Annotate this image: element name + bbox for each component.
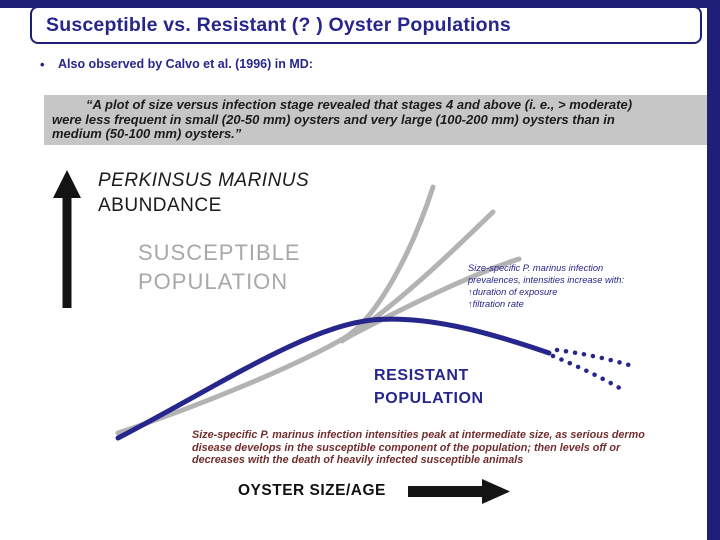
quote-box: “A plot of size versus infection stage r… [44,95,707,145]
top-border-strip [0,0,720,8]
susceptible-population-label: SUSCEPTIBLE POPULATION [138,238,301,296]
y-axis-arrow [53,170,81,308]
quote-text: “A plot of size versus infection stage r… [52,97,633,141]
y-axis-label-line2: ABUNDANCE [98,195,222,216]
resistant-label-line1: RESISTANT [374,367,469,384]
y-axis-label-line1: PERKINSUS MARINUS [98,170,310,191]
bullet-text: Also observed by Calvo et al. (1996) in … [58,57,313,71]
annotation-line-3: ↑duration of exposure [468,287,558,297]
resistant-population-label: RESISTANT POPULATION [374,364,484,410]
susceptible-label-line1: SUSCEPTIBLE [138,240,301,265]
resistant-curve-solid [115,316,552,441]
annotation-line-4: ↑filtration rate [468,299,524,309]
annotation-line-2: prevalences, intensities increase with: [468,275,625,285]
annotation-line-1: Size-specific P. marinus infection [468,263,604,273]
resistant-label-line2: POPULATION [374,390,484,407]
x-axis-label: OYSTER SIZE/AGE [238,482,386,499]
slide-title: Susceptible vs. Resistant (? ) Oyster Po… [46,13,511,36]
right-annotation: Size-specific P. marinus infection preva… [468,262,683,310]
susceptible-label-line2: POPULATION [138,269,289,294]
resistant-curve-dotted-upper [554,347,632,368]
title-box: Susceptible vs. Resistant (? ) Oyster Po… [30,6,702,44]
y-axis-label: PERKINSUS MARINUS ABUNDANCE [98,168,309,218]
bottom-caption: Size-specific P. marinus infection inten… [192,429,645,466]
x-axis-arrow [408,479,510,504]
resistant-curve-dotted-lower [550,353,626,393]
right-border-strip [707,0,720,540]
bullet-marker: • [40,57,45,72]
